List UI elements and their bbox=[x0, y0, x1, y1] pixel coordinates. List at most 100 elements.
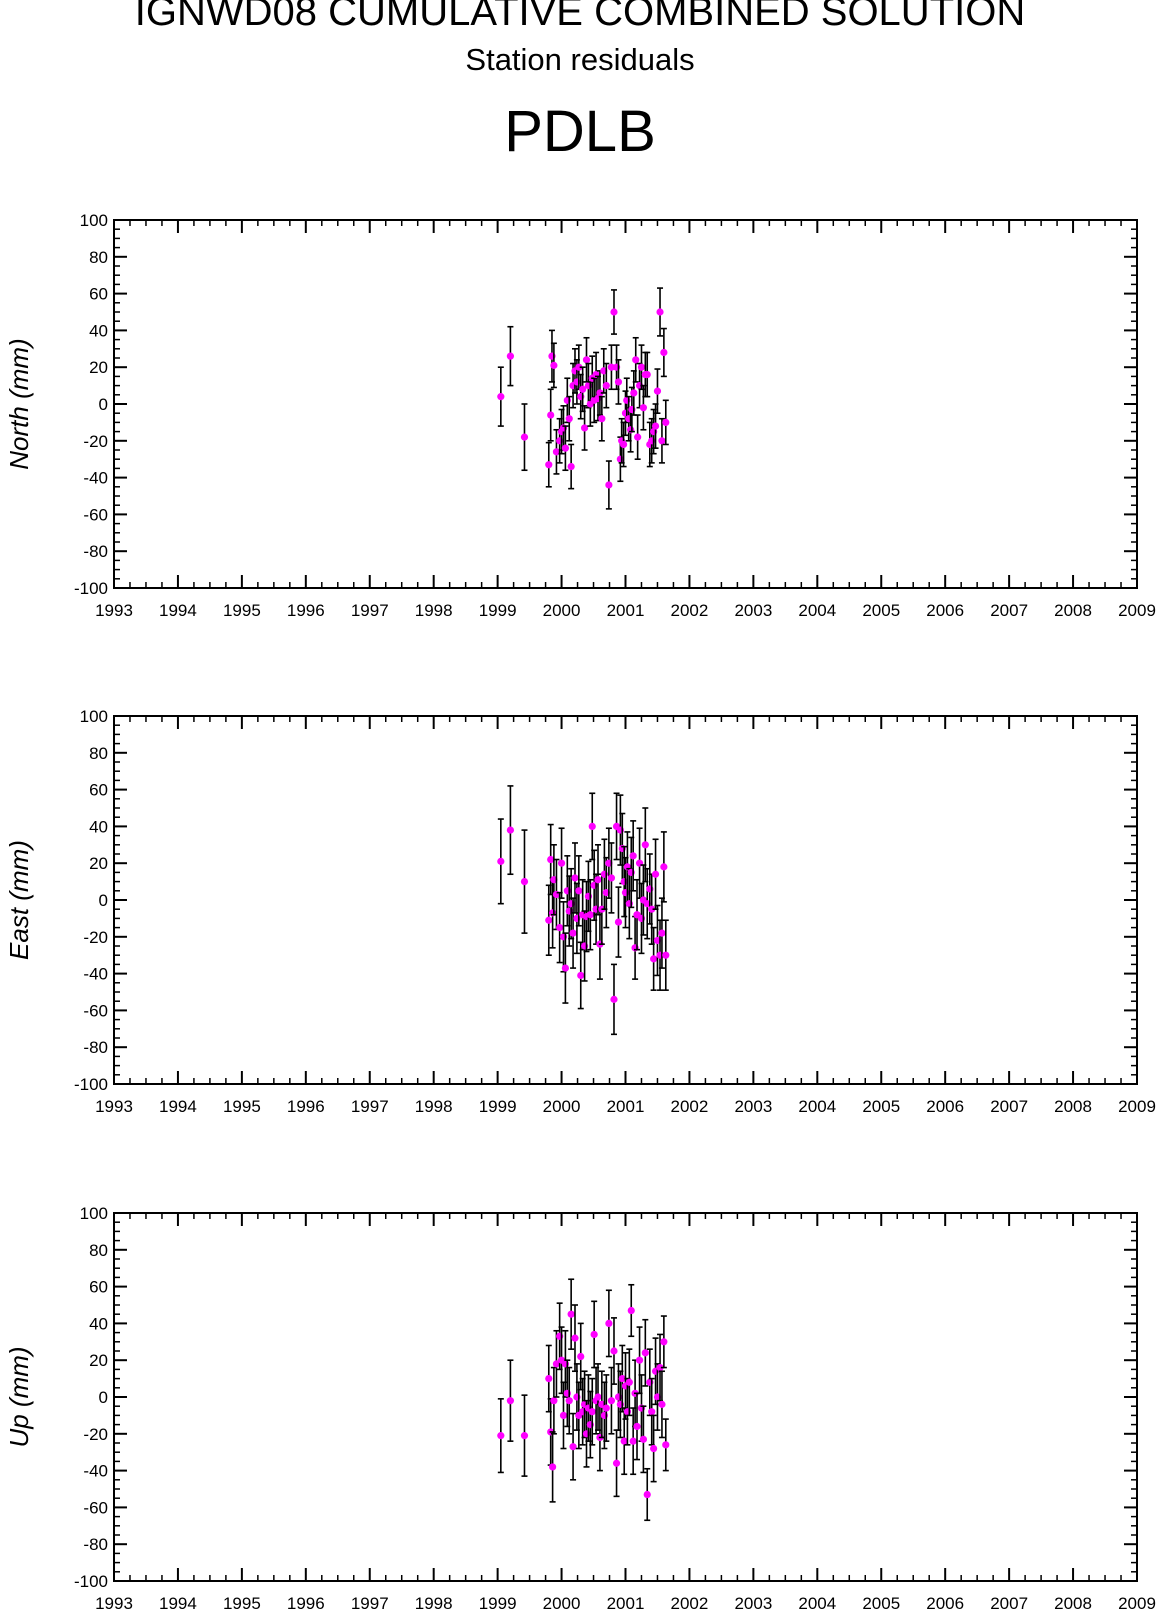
y-tick-label: 100 bbox=[80, 707, 108, 726]
point-marker bbox=[506, 1397, 515, 1405]
panel-3: 1993 1994 1995 1996 1997 1998 1999 2000 2001 2002… bbox=[4, 1204, 1156, 1613]
y-tick-label: 60 bbox=[89, 781, 108, 800]
x-tick-label: 1997 bbox=[351, 601, 389, 620]
y-tick-label: -40 bbox=[83, 469, 108, 488]
x-tick-label: 1994 bbox=[159, 1594, 197, 1613]
y-tick-label: -80 bbox=[83, 1038, 108, 1057]
data-point bbox=[610, 1317, 618, 1385]
point-marker bbox=[506, 826, 515, 834]
data-point bbox=[662, 919, 670, 991]
y-tick-label: 100 bbox=[80, 211, 108, 230]
point-marker bbox=[641, 841, 649, 849]
point-marker bbox=[575, 363, 583, 371]
y-tick-label: 20 bbox=[89, 1351, 108, 1370]
point-marker bbox=[634, 433, 642, 441]
point-marker bbox=[651, 422, 660, 430]
point-marker bbox=[520, 433, 529, 441]
point-marker bbox=[577, 1352, 585, 1361]
x-tick-label: 2007 bbox=[990, 601, 1028, 620]
point-marker bbox=[545, 1375, 553, 1383]
x-tick-label: 1993 bbox=[95, 1097, 133, 1116]
point-marker bbox=[607, 1397, 616, 1405]
point-marker bbox=[556, 924, 564, 932]
panel-2: 1993 1994 1995 1996 1997 1998 1999 2000 2001 2002… bbox=[4, 707, 1156, 1116]
y-tick-label: 0 bbox=[99, 1388, 108, 1407]
data-point bbox=[614, 359, 623, 405]
point-marker bbox=[550, 1397, 558, 1405]
y-tick-label: 100 bbox=[80, 1204, 108, 1223]
data-point bbox=[629, 1407, 637, 1476]
point-marker bbox=[506, 352, 515, 360]
data-point bbox=[618, 1344, 626, 1413]
point-marker bbox=[633, 1422, 641, 1431]
x-tick-label: 1998 bbox=[415, 1097, 453, 1116]
x-tick-label: 1994 bbox=[159, 601, 197, 620]
point-marker bbox=[627, 1306, 635, 1315]
data-point bbox=[577, 941, 585, 1010]
data-point bbox=[612, 1429, 621, 1498]
x-tick-label: 2000 bbox=[543, 1594, 581, 1613]
point-marker bbox=[612, 1459, 621, 1467]
data-point bbox=[641, 1318, 649, 1387]
point-marker bbox=[561, 964, 569, 972]
point-marker bbox=[588, 1408, 596, 1416]
point-marker bbox=[632, 356, 640, 364]
y-tick-label: 0 bbox=[99, 395, 108, 414]
x-tick-label: 1996 bbox=[287, 601, 325, 620]
point-marker bbox=[650, 1444, 658, 1453]
x-tick-label: 2008 bbox=[1054, 601, 1092, 620]
x-tick-label: 1998 bbox=[415, 1594, 453, 1613]
x-tick-label: 1995 bbox=[223, 1594, 261, 1613]
data-point bbox=[569, 897, 577, 969]
point-marker bbox=[520, 878, 529, 886]
point-marker bbox=[559, 1411, 568, 1419]
point-marker bbox=[625, 1378, 633, 1386]
x-tick-label: 1997 bbox=[351, 1097, 389, 1116]
point-marker bbox=[637, 363, 646, 371]
y-axis-label: East (mm) bbox=[4, 840, 34, 960]
data-point bbox=[637, 344, 646, 391]
x-tick-label: 2005 bbox=[862, 601, 900, 620]
point-marker bbox=[614, 378, 623, 386]
x-tick-label: 2001 bbox=[607, 1097, 645, 1116]
data-point bbox=[658, 897, 666, 969]
x-tick-label: 2009 bbox=[1118, 1097, 1156, 1116]
point-marker bbox=[520, 1432, 529, 1440]
y-tick-label: -20 bbox=[83, 432, 108, 451]
y-tick-label: 60 bbox=[89, 1278, 108, 1297]
x-tick-label: 1999 bbox=[479, 601, 517, 620]
point-marker bbox=[639, 404, 648, 412]
point-marker bbox=[660, 348, 668, 357]
data-point bbox=[545, 884, 553, 957]
point-marker bbox=[607, 874, 616, 882]
point-marker bbox=[552, 1360, 561, 1368]
data-point bbox=[557, 827, 566, 899]
data-point bbox=[552, 428, 561, 475]
data-point bbox=[632, 336, 640, 383]
point-marker bbox=[588, 822, 596, 831]
data-point bbox=[582, 336, 591, 383]
point-marker bbox=[605, 481, 613, 489]
x-tick-label: 2006 bbox=[926, 1594, 964, 1613]
point-marker bbox=[575, 887, 583, 895]
data-point bbox=[635, 1326, 644, 1395]
y-tick-label: 40 bbox=[89, 817, 108, 836]
x-tick-label: 2005 bbox=[862, 1594, 900, 1613]
data-point bbox=[552, 1329, 561, 1398]
point-marker bbox=[580, 424, 589, 432]
x-tick-label: 1997 bbox=[351, 1594, 389, 1613]
data-point bbox=[545, 441, 553, 488]
point-marker bbox=[582, 356, 591, 364]
x-tick-label: 2002 bbox=[671, 1594, 709, 1613]
data-point bbox=[547, 388, 555, 442]
point-marker bbox=[552, 448, 561, 456]
y-tick-label: 0 bbox=[99, 891, 108, 910]
point-marker bbox=[620, 1437, 628, 1445]
data-point bbox=[579, 366, 587, 413]
x-tick-label: 2002 bbox=[671, 1097, 709, 1116]
data-point bbox=[614, 886, 623, 958]
y-tick-label: -20 bbox=[83, 1425, 108, 1444]
point-marker bbox=[547, 855, 555, 864]
data-point bbox=[550, 342, 558, 389]
